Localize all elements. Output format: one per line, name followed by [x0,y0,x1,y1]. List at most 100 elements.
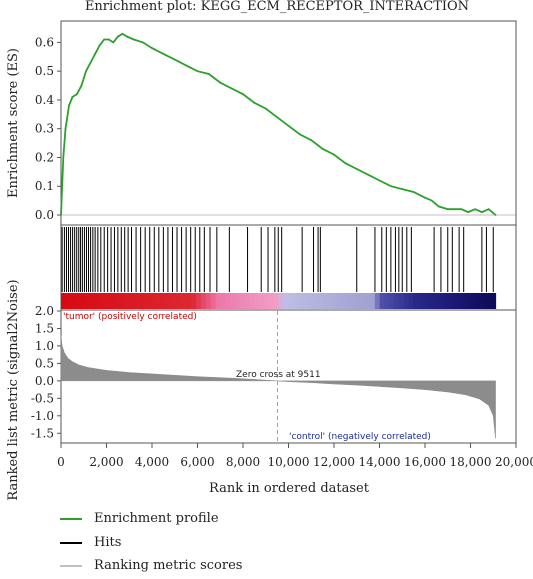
x-tick-label: 6,000 [180,455,214,469]
es-point [389,185,392,188]
es-point [71,96,74,98]
ranking-metric-swatch [60,564,82,567]
heat-segment [461,293,468,309]
x-tick-label: 18,000 [450,455,492,469]
heat-segment [278,293,284,309]
es-point [142,41,144,44]
heat-segment [423,293,429,309]
heat-segment [437,293,444,309]
es-point [378,179,381,182]
heat-segment [389,293,395,309]
heat-segment [61,293,67,309]
metric-layer [60,311,496,442]
heat-segment [331,293,337,309]
es-point [412,191,415,193]
metric-y-axis-label: Ranked list metric (signal2Noise) [6,279,21,500]
es-point [253,101,256,104]
heat-segment [398,293,405,309]
heat-segment [447,293,453,309]
es-point [446,208,449,211]
heat-segment [181,293,188,309]
es-point [474,208,476,211]
es-point [367,173,370,176]
heat-segment [394,293,400,309]
es-point [310,139,313,142]
heat-segment [490,293,497,309]
heat-segment [263,293,270,309]
es-point [287,124,290,127]
es-point [298,133,301,136]
metric-y-tick-label: 1.5 [35,321,54,335]
heat-segment [80,293,86,309]
heat-segment [413,293,419,309]
es-point [344,162,347,165]
legend-label: Enrichment profile [94,511,219,526]
es-point [321,147,324,150]
enrichment-profile-swatch [60,517,82,520]
hits-swatch [60,541,82,544]
heat-segment [302,293,308,309]
heat-segment [89,293,96,309]
heat-segment [408,293,415,309]
heat-segment [104,293,110,309]
x-tick-label: 0 [57,455,65,469]
es-point [430,199,433,202]
es-point [89,61,92,64]
chart-title: Enrichment plot: KEGG_ECM_RECEPTOR_INTER… [85,0,469,14]
x-tick-label: 12,000 [313,455,355,469]
heat-segment [254,293,260,309]
heat-segment [196,293,202,309]
heat-segment [287,293,294,309]
heat-segment [350,293,357,309]
heat-segment [133,293,139,309]
heat-segment [229,293,236,309]
legend-item-enrichment-profile: Enrichment profile [60,511,219,526]
heat-segment [118,293,125,309]
negative-correlation-label: 'control' (negatively correlated) [289,432,431,442]
heat-segment [321,293,328,309]
heat-segment [307,293,313,309]
heat-segment [205,293,212,309]
heat-segment [312,293,318,309]
heat-segment [249,293,255,309]
es-point [85,70,87,73]
legend-item-hits: Hits [60,535,121,550]
heat-segment [147,293,154,309]
x-tick-label: 16,000 [404,455,446,469]
heat-segment [273,293,279,309]
heat-segment [65,293,72,309]
hits-layer [61,227,494,292]
es-point [94,52,97,55]
metric-y-tick-label: 0.0 [35,374,54,388]
metric-y-tick-label: -1.0 [31,409,54,423]
es-y-tick-label: 0.6 [35,35,54,49]
es-point [107,38,110,41]
heat-segment [123,293,130,309]
es-point [453,208,456,211]
heat-segment [215,293,221,309]
heat-segment [94,293,101,309]
es-point [467,211,470,214]
es-point [126,35,128,38]
es-panel-frame [60,20,517,226]
heat-segment [176,293,183,309]
es-y-tick-label: 0.5 [35,64,54,78]
heat-bar [61,293,497,309]
heat-segment [75,293,81,309]
es-point [333,153,335,156]
heat-segment [268,293,275,309]
es-point [242,93,244,96]
heat-segment [70,293,77,309]
axes-layer: 0.0 0.1 0.2 0.3 0.4 0.5 0.6 2.0 1.5 1.0 0.5 0.0 -0.5… [31,35,533,469]
es-series-line [60,32,497,216]
heat-segment [384,293,390,309]
es-point [80,84,83,87]
heat-segment [326,293,332,309]
heat-segment [336,293,342,309]
heat-segment [201,293,207,309]
heat-segment [152,293,159,309]
metric-y-tick-label: -1.5 [31,426,54,440]
x-tick-label: 14,000 [359,455,401,469]
heat-segment [239,293,246,309]
metric-y-tick-label: -0.5 [31,391,54,405]
